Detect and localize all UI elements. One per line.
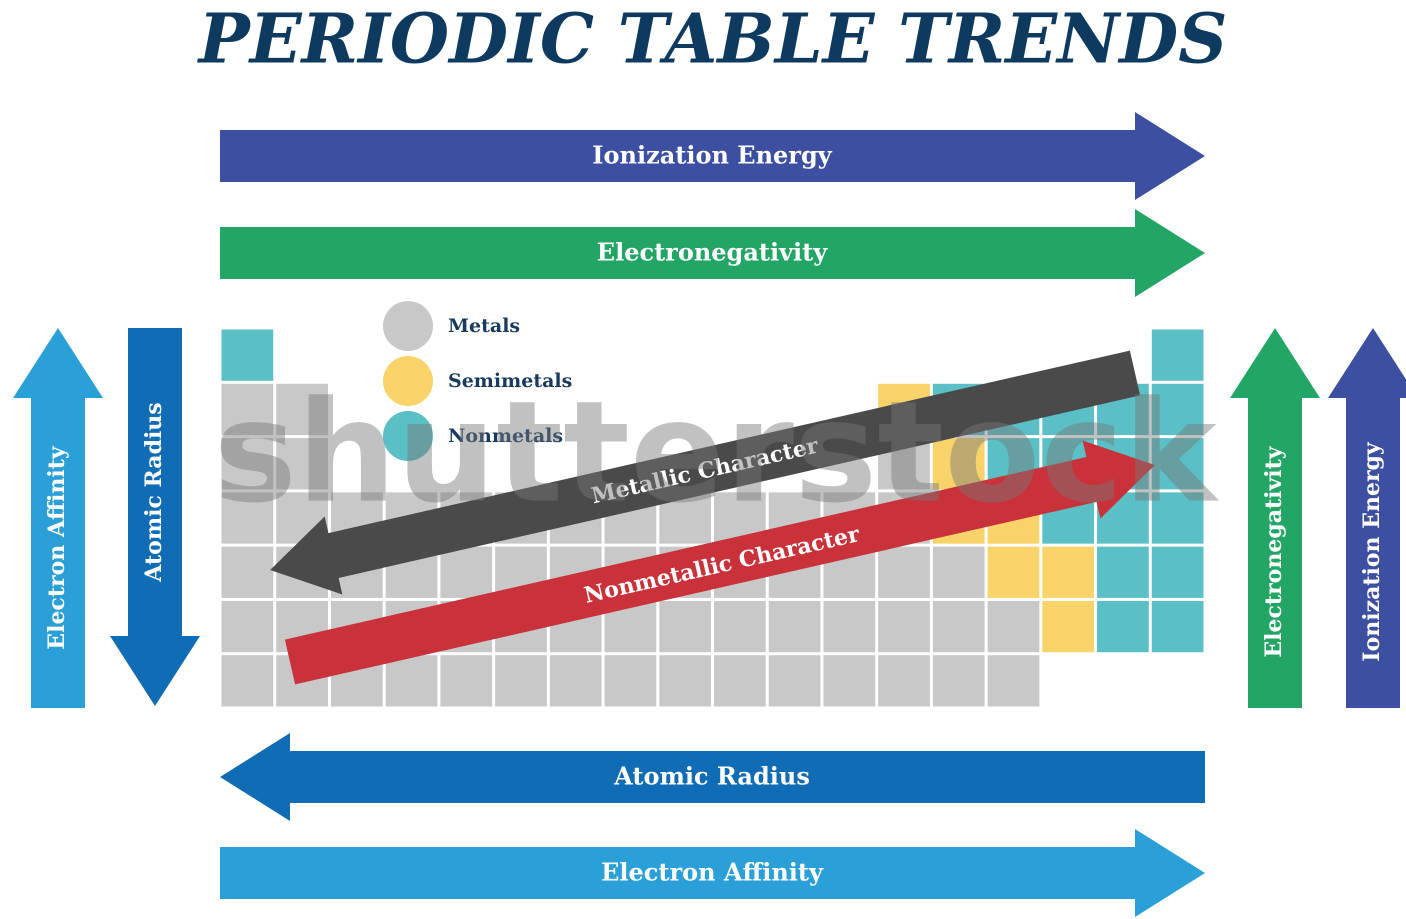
- arrow-label: Atomic Radius: [613, 762, 810, 791]
- legend-label: Semimetals: [448, 370, 572, 392]
- element-cell: [714, 600, 766, 653]
- element-cell: [1151, 438, 1204, 490]
- legend-label: Metals: [448, 315, 520, 337]
- element-cell: [440, 655, 493, 707]
- arrow: [13, 328, 103, 708]
- element-cell: [440, 546, 493, 598]
- element-cell: [221, 438, 274, 490]
- arrow-label: Electronegativity: [1261, 445, 1287, 657]
- arrow: [1230, 328, 1320, 708]
- element-cell: [823, 655, 876, 707]
- element-cell: [276, 438, 328, 490]
- element-cell: [221, 492, 274, 544]
- arrow: [1328, 328, 1406, 708]
- element-cell: [878, 546, 930, 598]
- element-cell: [823, 600, 876, 653]
- element-cell: [932, 600, 985, 653]
- arrow-label: Electronegativity: [597, 238, 828, 267]
- element-cell: [495, 655, 547, 707]
- element-cell: [1151, 546, 1204, 598]
- element-cell: [549, 655, 602, 707]
- arrow: [110, 328, 200, 706]
- element-cell: [1151, 600, 1204, 653]
- element-cell: [221, 655, 274, 707]
- arrow: [220, 112, 1205, 200]
- arrow: [220, 209, 1205, 297]
- arrow-label: Electron Affinity: [601, 858, 824, 887]
- element-cell: [659, 600, 711, 653]
- legend-swatch: [383, 356, 433, 406]
- element-cell: [1151, 329, 1204, 381]
- title: PERIODIC TABLE TRENDS: [197, 0, 1228, 80]
- element-cell: [932, 438, 985, 490]
- element-cell: [276, 383, 328, 436]
- element-cell: [878, 655, 930, 707]
- element-cell: [1042, 600, 1095, 653]
- arrow: [284, 440, 1155, 685]
- element-cell: [768, 600, 821, 653]
- watermark: shutterstock: [213, 372, 1219, 535]
- element-cell: [878, 600, 930, 653]
- element-cell: [932, 546, 985, 598]
- element-cell: [1097, 546, 1149, 598]
- element-cell: [768, 655, 821, 707]
- element-cell: [221, 383, 274, 436]
- element-cell: [1151, 383, 1204, 436]
- element-cell: [1097, 600, 1149, 653]
- element-cell: [221, 329, 274, 381]
- element-cell: [1151, 492, 1204, 544]
- arrow: [220, 829, 1205, 917]
- element-cell: [604, 655, 657, 707]
- element-cell: [714, 655, 766, 707]
- element-cell: [659, 655, 711, 707]
- arrow-label: Electron Affinity: [44, 445, 70, 650]
- element-cell: [987, 546, 1040, 598]
- legend-swatch: [383, 411, 433, 461]
- element-cell: [987, 600, 1040, 653]
- element-cell: [385, 655, 438, 707]
- element-cell: [932, 655, 985, 707]
- arrow-label: Ionization Energy: [592, 141, 832, 170]
- element-cell: [221, 600, 274, 653]
- arrow: [220, 733, 1205, 821]
- arrow-label: Ionization Energy: [1359, 441, 1385, 662]
- legend-swatch: [383, 301, 433, 351]
- legend-label: Nonmetals: [448, 425, 563, 447]
- arrow: [270, 350, 1141, 595]
- arrow-label: Atomic Radius: [141, 402, 167, 582]
- element-cell: [221, 546, 274, 598]
- element-cell: [987, 655, 1040, 707]
- element-cell: [1042, 546, 1095, 598]
